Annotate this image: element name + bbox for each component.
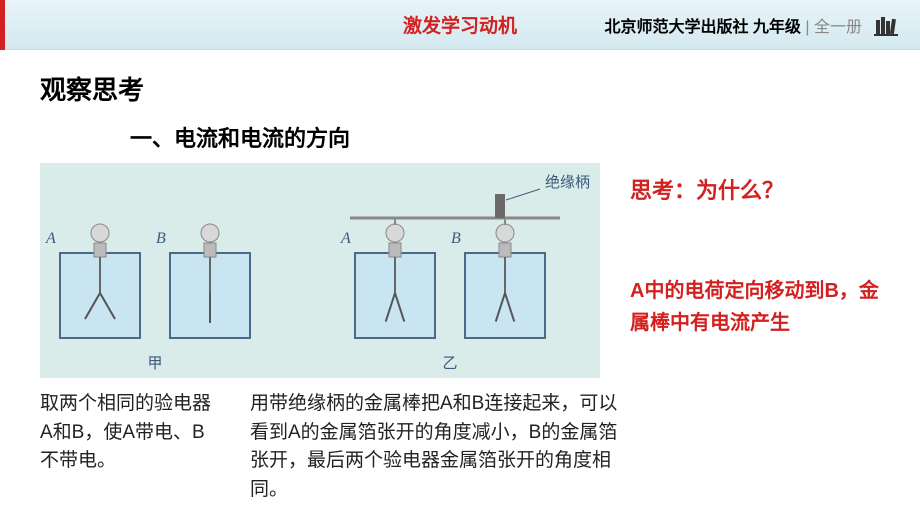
slide-content: 观察思考 一、电流和电流的方向 A B 甲 A B 乙 绝缘柄 思考：为什么？ A中的电荷定… [0, 50, 920, 514]
think-answer: A中的电荷定向移动到B，金属棒中有电流产生 [630, 275, 880, 339]
books-icon [872, 11, 900, 39]
publisher-volume: | 全一册 [801, 19, 862, 36]
svg-text:B: B [156, 230, 166, 247]
electroscope-diagram: A B 甲 A B 乙 绝缘柄 [40, 163, 600, 378]
svg-text:乙: 乙 [442, 355, 457, 372]
svg-text:甲: 甲 [147, 355, 162, 372]
svg-text:绝缘柄: 绝缘柄 [545, 174, 590, 191]
section-title: 观察思考 [40, 70, 880, 107]
caption-yi: 用带绝缘柄的金属棒把A和B连接起来，可以看到A的金属箔张开的角度减小，B的金属箔… [250, 390, 620, 504]
accent-bar [0, 0, 5, 50]
caption-jia: 取两个相同的验电器A和B，使A带电、B不带电。 [40, 390, 220, 476]
think-question: 思考：为什么？ [630, 173, 880, 205]
subsection-title: 一、电流和电流的方向 [130, 121, 880, 153]
caption-row: 取两个相同的验电器A和B，使A带电、B不带电。 用带绝缘柄的金属棒把A和B连接起… [40, 390, 880, 504]
publisher-name: 北京师范大学出版社 九年级 [604, 19, 800, 36]
svg-text:A: A [340, 230, 351, 247]
slide-header: 激发学习动机 北京师范大学出版社 九年级 | 全一册 [0, 0, 920, 50]
header-title: 激发学习动机 [403, 11, 517, 38]
right-panel: 思考：为什么？ A中的电荷定向移动到B，金属棒中有电流产生 [630, 163, 880, 339]
diagram-row: A B 甲 A B 乙 绝缘柄 思考：为什么？ A中的电荷定向移动到B，金属棒中有电流产生 [40, 163, 880, 378]
svg-text:B: B [451, 230, 461, 247]
svg-text:A: A [45, 230, 56, 247]
header-publisher: 北京师范大学出版社 九年级 | 全一册 [604, 11, 900, 39]
